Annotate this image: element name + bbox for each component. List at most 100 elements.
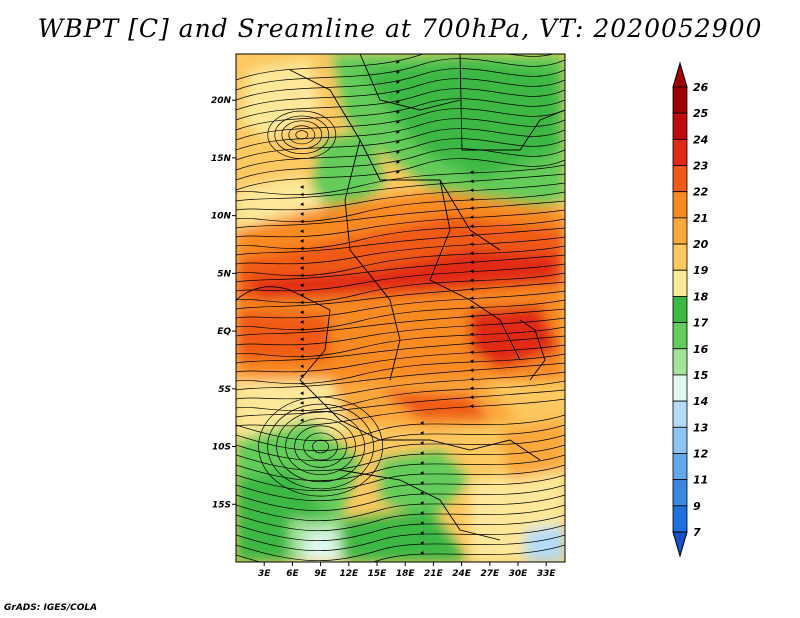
streamline-arrow	[420, 421, 424, 425]
colorbar-label: 17	[693, 317, 709, 330]
colorbar-label: 19	[693, 264, 709, 277]
streamline-arrow	[420, 441, 424, 445]
streamline	[236, 308, 565, 337]
streamline-swirl	[267, 403, 374, 490]
streamline-arrow	[300, 354, 304, 359]
streamline	[236, 534, 565, 562]
streamline-arrow	[396, 100, 400, 104]
streamline-arrow	[470, 359, 474, 364]
streamline-arrow	[396, 160, 400, 164]
streamline-swirl	[312, 439, 329, 454]
streamline-arrow	[420, 491, 424, 495]
streamline-arrow	[396, 150, 400, 154]
streamline-arrow	[300, 219, 304, 224]
streamline-arrow	[300, 337, 304, 342]
streamline	[236, 209, 565, 238]
streamline-arrow	[470, 323, 474, 328]
streamline-arrow	[470, 188, 474, 193]
lon-tick-label: 30E	[509, 569, 529, 579]
streamline	[236, 164, 565, 196]
streamline-arrow	[300, 364, 304, 369]
colorbar-swatch	[672, 269, 688, 297]
streamline-arrow	[470, 242, 474, 247]
streamline-arrow	[300, 310, 304, 315]
lat-tick-label: 15S	[212, 500, 231, 510]
streamline-arrow	[470, 332, 474, 337]
colorbar-swatch	[672, 479, 688, 507]
streamline	[236, 58, 565, 91]
streamline-arrow	[420, 461, 424, 465]
streamline-arrow	[396, 90, 400, 94]
streamline	[236, 454, 565, 482]
colorbar-swatch	[672, 86, 688, 114]
longitude-axis: 3E 6E 9E 12E 15E 18E 21E 24E 27E 30E 33E	[258, 562, 556, 579]
streamline	[236, 514, 565, 542]
streamline-arrow	[396, 80, 400, 84]
streamline	[236, 54, 555, 81]
streamline-arrow	[470, 404, 474, 409]
streamline	[236, 484, 565, 512]
streamline-arrow	[470, 206, 474, 211]
streamline-arrow	[420, 501, 424, 505]
colorbar-swatch	[672, 112, 688, 140]
streamline-arrow	[396, 140, 400, 144]
streamline-arrow	[396, 70, 400, 74]
map-frame	[235, 53, 566, 563]
streamline-arrow	[470, 215, 474, 220]
streamline-arrow	[396, 110, 400, 114]
streamline-arrow	[300, 300, 304, 305]
streamline-swirl	[267, 110, 337, 159]
streamline-swirl	[274, 115, 330, 155]
streamline	[236, 444, 565, 472]
streamline-arrow	[300, 246, 304, 251]
streamline-arrow	[470, 341, 474, 346]
streamline	[236, 494, 565, 522]
colorbar-label: 16	[693, 343, 709, 356]
lon-tick-label: 27E	[480, 569, 500, 579]
streamline-arrow	[300, 229, 304, 234]
lon-tick-label: 18E	[396, 569, 416, 579]
streamline-swirl	[276, 410, 365, 483]
colorbar-label: 23	[693, 160, 709, 173]
streamline	[236, 389, 565, 418]
streamline-arrow	[300, 327, 304, 332]
streamline-arrow	[470, 233, 474, 238]
colorbar-label: 26	[693, 81, 709, 94]
colorbar-top-arrow	[672, 61, 688, 88]
colorbar-swatch	[672, 243, 688, 271]
streamline-arrow	[470, 296, 474, 301]
streamline-arrow	[300, 347, 304, 351]
colorbar-swatch	[672, 348, 688, 376]
lon-tick-label: 15E	[368, 569, 388, 579]
streamline	[236, 254, 565, 283]
streamline-arrow	[300, 401, 304, 405]
streamline-arrow	[420, 471, 424, 475]
streamline	[236, 317, 565, 346]
colorbar-label: 15	[693, 369, 709, 382]
colorbar-swatch	[672, 374, 688, 402]
colorbar-swatch	[672, 400, 688, 428]
lat-tick-label: EQ	[217, 327, 231, 337]
streamline	[236, 281, 565, 310]
lat-tick-label: 15N	[211, 154, 232, 164]
streamline-arrow	[470, 278, 474, 283]
streamline-arrow	[470, 287, 474, 292]
footer-credit: GrADS: IGES/COLA	[4, 603, 98, 613]
streamline	[236, 68, 565, 101]
streamline-arrow	[300, 391, 304, 396]
streamline	[236, 290, 565, 319]
colorbar-label: 18	[693, 290, 709, 303]
streamline-arrow	[420, 551, 424, 555]
lon-tick-label: 21E	[424, 569, 444, 579]
lat-tick-label: 10N	[211, 212, 232, 222]
colorbar-label: 24	[693, 133, 708, 146]
lat-tick-label: 5N	[217, 269, 231, 279]
streamline-arrow	[470, 368, 474, 373]
streamline	[236, 158, 565, 191]
streamline-arrow	[396, 130, 400, 134]
colorbar-label: 14	[693, 395, 708, 408]
streamline-arrow	[420, 451, 424, 455]
streamline	[236, 326, 565, 358]
streamline-arrow	[420, 481, 424, 485]
